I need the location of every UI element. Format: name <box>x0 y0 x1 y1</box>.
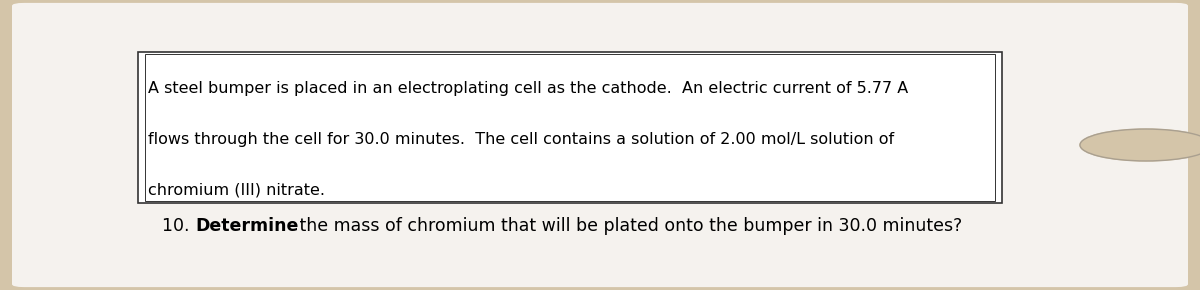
Text: flows through the cell for 30.0 minutes.  The cell contains a solution of 2.00 m: flows through the cell for 30.0 minutes.… <box>148 132 894 147</box>
Text: 10.: 10. <box>162 217 194 235</box>
Text: the mass of chromium that will be plated onto the bumper in 30.0 minutes?: the mass of chromium that will be plated… <box>294 217 962 235</box>
Text: A steel bumper is placed in an electroplating cell as the cathode.  An electric : A steel bumper is placed in an electropl… <box>148 81 908 96</box>
FancyBboxPatch shape <box>138 52 1002 203</box>
Circle shape <box>1080 129 1200 161</box>
FancyBboxPatch shape <box>12 3 1188 287</box>
Text: chromium (III) nitrate.: chromium (III) nitrate. <box>148 183 324 198</box>
Text: Determine: Determine <box>196 217 299 235</box>
